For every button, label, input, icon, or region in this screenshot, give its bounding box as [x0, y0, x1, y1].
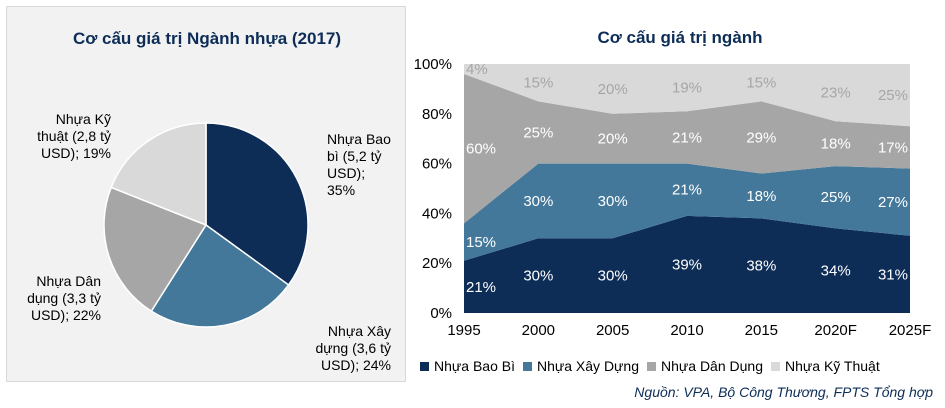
legend-label-xay-dung: Nhựa Xây Dựng — [536, 358, 639, 374]
data-label-bao-bi: 39% — [672, 256, 702, 273]
pie-label-bao-bi: Nhựa Bao bì (5,2 tỷ USD); 35% — [327, 131, 391, 198]
legend-item-bao-bi: Nhựa Bao Bì — [420, 358, 515, 374]
legend-item-ky-thuat: Nhựa Kỹ Thuật — [771, 358, 880, 374]
pie-slice-bao-bi — [205, 122, 309, 287]
pie-slice-dan-dung — [103, 186, 208, 313]
data-label-ky-thuat: 23% — [821, 85, 851, 102]
data-label-ky-thuat: 20% — [598, 81, 628, 98]
pie-label-dan-dung: Nhựa Dân dụng (3,3 tỷ USD); 22% — [27, 273, 101, 323]
pie-label-ky-thuat: Nhựa Kỹ thuật (2,8 tỷ USD); 19% — [37, 111, 111, 161]
x-tick-label: 2005 — [596, 322, 629, 339]
data-label-ky-thuat: 15% — [523, 75, 553, 92]
data-label-dan-dung: 21% — [672, 129, 702, 146]
data-label-xay-dung: 30% — [523, 193, 553, 210]
area-chart-legend: Nhựa Bao Bì Nhựa Xây Dựng Nhựa Dân Dụng … — [420, 358, 888, 374]
y-tick-label: 0% — [430, 305, 452, 322]
x-tick-label: 1995 — [447, 322, 480, 339]
data-label-ky-thuat: 19% — [672, 80, 702, 97]
data-label-xay-dung: 15% — [466, 234, 496, 251]
data-label-dan-dung: 17% — [878, 139, 908, 156]
legend-swatch-ky-thuat — [771, 361, 780, 371]
y-tick-label: 20% — [422, 255, 452, 272]
legend-label-bao-bi: Nhựa Bao Bì — [434, 358, 515, 374]
data-label-bao-bi: 21% — [466, 279, 496, 296]
legend-swatch-xay-dung — [522, 361, 532, 371]
x-tick-label: 2000 — [522, 322, 555, 339]
data-label-xay-dung: 25% — [821, 189, 851, 206]
legend-label-dan-dung: Nhựa Dân Dụng — [661, 358, 763, 374]
pie-slice-xay-dung — [150, 223, 290, 328]
data-label-bao-bi: 31% — [878, 266, 908, 283]
legend-label-ky-thuat: Nhựa Kỹ Thuật — [785, 358, 880, 374]
data-label-xay-dung: 18% — [746, 188, 776, 205]
source-note: Nguồn: VPA, Bộ Công Thương, FPTS Tổng hợ… — [634, 384, 933, 400]
data-label-dan-dung: 20% — [598, 131, 628, 148]
pie-chart — [103, 122, 309, 328]
data-label-ky-thuat: 25% — [878, 87, 908, 104]
x-tick-label: 2025F — [889, 322, 932, 339]
area-series-dan-dung — [464, 73, 910, 224]
area-chart-title: Cơ cấu giá trị ngành — [597, 28, 763, 47]
data-label-bao-bi: 30% — [598, 268, 628, 285]
legend-swatch-bao-bi — [420, 361, 429, 371]
pie-slice-ky-thuat — [110, 122, 207, 227]
data-label-ky-thuat: 15% — [746, 75, 776, 92]
area-series-ky-thuat — [464, 64, 910, 127]
data-label-dan-dung: 29% — [746, 129, 776, 146]
pie-chart-panel: Cơ cấu giá trị Ngành nhựa (2017) Nhựa Ba… — [6, 6, 406, 382]
x-tick-label: 2015 — [745, 322, 778, 339]
data-label-ky-thuat: 4% — [466, 61, 488, 78]
area-series-xay-dung — [464, 163, 910, 261]
data-label-bao-bi: 30% — [523, 268, 553, 285]
area-series-bao-bi — [464, 215, 910, 313]
data-label-dan-dung: 25% — [523, 124, 553, 141]
data-label-xay-dung: 30% — [598, 193, 628, 210]
data-label-dan-dung: 18% — [821, 136, 851, 153]
pie-chart-title: Cơ cấu giá trị Ngành nhựa (2017) — [72, 29, 342, 48]
x-tick-label: 2010 — [670, 322, 703, 339]
data-label-bao-bi: 38% — [746, 258, 776, 275]
legend-swatch-dan-dung — [647, 361, 656, 371]
y-tick-label: 100% — [414, 56, 452, 73]
legend-item-xay-dung: Nhựa Xây Dựng — [522, 358, 639, 374]
data-label-dan-dung: 60% — [466, 141, 496, 158]
pie-label-xay-dung: Nhựa Xây dựng (3,6 tỷ USD); 24% — [315, 323, 391, 373]
data-label-xay-dung: 27% — [878, 194, 908, 211]
x-tick-label: 2020F — [814, 322, 857, 339]
legend-item-dan-dung: Nhựa Dân Dụng — [647, 358, 763, 374]
data-label-bao-bi: 34% — [821, 263, 851, 280]
data-label-xay-dung: 21% — [672, 182, 702, 199]
y-tick-label: 40% — [422, 205, 452, 222]
y-tick-label: 80% — [422, 106, 452, 123]
y-tick-label: 60% — [422, 156, 452, 173]
